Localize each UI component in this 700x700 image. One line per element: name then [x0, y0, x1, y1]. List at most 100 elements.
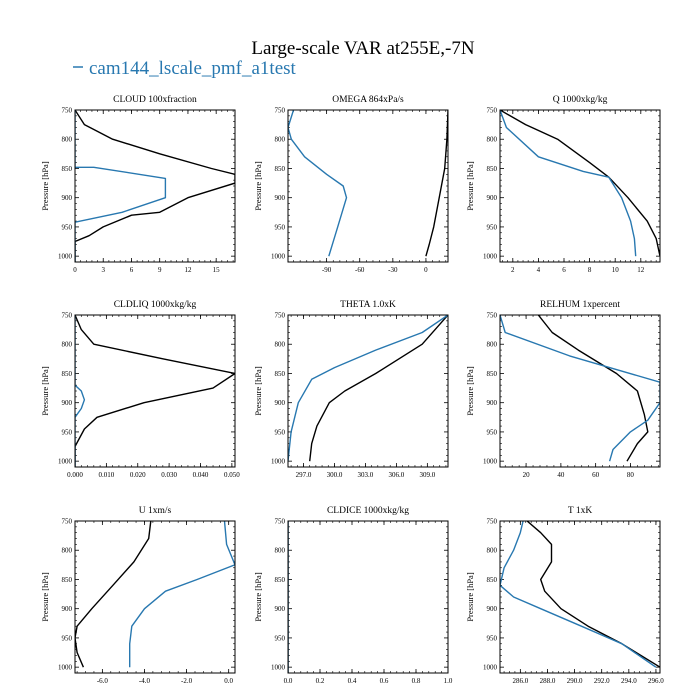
x-tick-label: -4.0 — [139, 677, 151, 685]
x-tick-label: 2 — [511, 266, 515, 274]
y-tick-label: 800 — [275, 547, 286, 555]
y-tick-label: 900 — [275, 605, 286, 613]
plot-frame — [499, 109, 661, 263]
panel-8: CLDICE 1000xkg/kg Pressure [hPa] 0.0 0.2 0.4… — [253, 506, 453, 685]
x-tick-label: 0.030 — [161, 471, 177, 479]
y-tick-label: 750 — [275, 312, 286, 320]
y-tick-label: 800 — [487, 341, 498, 349]
y-axis-label: Pressure [hPa] — [465, 161, 475, 211]
y-tick-label: 850 — [275, 576, 286, 584]
panel-1: CLOUD 100xfraction Pressure [hPa] 0 3 6 9 12 15… — [40, 94, 236, 274]
model-profile-line — [500, 315, 660, 462]
panel-5: THETA 1.0xK Pressure [hPa] 297.0 300.0 303.0… — [253, 300, 449, 479]
x-tick-label: 0.6 — [380, 677, 389, 685]
y-tick-label: 950 — [275, 223, 286, 231]
x-tick-label: 288.0 — [540, 677, 556, 685]
x-tick-label: 0.040 — [193, 471, 209, 479]
y-tick-label: 850 — [487, 576, 498, 584]
panel-title: U 1xm/s — [139, 506, 172, 516]
panel-title: T 1xK — [568, 506, 593, 516]
x-tick-label: 306.0 — [389, 471, 405, 479]
x-tick-label: 8 — [588, 266, 592, 274]
figure-title: Large-scale VAR at255E,-7N — [251, 38, 474, 59]
panel-9: T 1xK Pressure [hPa] 286.0 288.0 290.0 292.0 2… — [465, 506, 664, 685]
x-tick-label: 294.0 — [621, 677, 637, 685]
panel-6: RELHUM 1xpercent Pressure [hPa] 20 40 60 80 75… — [465, 300, 661, 479]
plot-frame — [74, 520, 236, 674]
panel-title: OMEGA 864xPa/s — [332, 95, 404, 105]
y-tick-label: 850 — [62, 165, 73, 173]
x-tick-label: -90 — [322, 266, 332, 274]
y-tick-label: 1000 — [271, 253, 286, 261]
x-tick-label: 20 — [523, 471, 531, 479]
reference-profile-line — [500, 110, 660, 257]
x-tick-label: 0.2 — [316, 677, 325, 685]
x-tick-label: 40 — [557, 471, 565, 479]
x-tick-label: 9 — [158, 266, 162, 274]
y-tick-label: 1000 — [58, 253, 73, 261]
y-tick-label: 750 — [275, 518, 286, 526]
y-tick-label: 800 — [487, 547, 498, 555]
y-tick-label: 950 — [487, 428, 498, 436]
x-tick-label: 60 — [592, 471, 600, 479]
y-tick-label: 950 — [487, 634, 498, 642]
y-tick-label: 850 — [62, 370, 73, 378]
x-tick-label: 0.020 — [130, 471, 146, 479]
y-tick-label: 800 — [275, 341, 286, 349]
x-tick-label: 300.0 — [327, 471, 343, 479]
y-axis-label: Pressure [hPa] — [40, 366, 50, 416]
x-tick-label: 0.4 — [348, 677, 357, 685]
x-tick-label: 0.000 — [67, 471, 83, 479]
y-tick-label: 900 — [275, 399, 286, 407]
panel-4: CLDLIQ 1000xkg/kg Pressure [hPa] 0.000 0.01… — [40, 300, 240, 479]
y-tick-label: 1000 — [483, 664, 498, 672]
y-tick-label: 850 — [487, 370, 498, 378]
x-tick-label: 286.0 — [512, 677, 528, 685]
y-tick-label: 850 — [275, 165, 286, 173]
x-tick-label: 12 — [184, 266, 192, 274]
model-profile-line — [75, 315, 86, 467]
y-tick-label: 900 — [487, 399, 498, 407]
y-axis-label: Pressure [hPa] — [465, 366, 475, 416]
y-tick-label: 950 — [487, 223, 498, 231]
y-tick-label: 750 — [62, 107, 73, 115]
x-tick-label: 10 — [612, 266, 620, 274]
y-tick-label: 950 — [62, 223, 73, 231]
x-tick-label: 6 — [130, 266, 134, 274]
x-tick-label: 0 — [424, 266, 428, 274]
x-tick-label: 296.0 — [648, 677, 664, 685]
panels-grid: CLOUD 100xfraction Pressure [hPa] 0 3 6 9 12 15… — [40, 94, 664, 685]
plot-frame — [74, 314, 236, 468]
y-tick-label: 950 — [275, 428, 286, 436]
y-tick-label: 750 — [487, 107, 498, 115]
y-tick-label: 1000 — [271, 458, 286, 466]
x-tick-label: 3 — [101, 266, 105, 274]
y-axis-label: Pressure [hPa] — [40, 161, 50, 211]
y-tick-label: 950 — [62, 634, 73, 642]
x-tick-label: 1.0 — [444, 677, 453, 685]
y-tick-label: 1000 — [483, 458, 498, 466]
model-profile-line — [288, 315, 448, 462]
y-tick-label: 800 — [487, 136, 498, 144]
x-tick-label: 80 — [627, 471, 635, 479]
y-tick-label: 900 — [62, 605, 73, 613]
x-tick-label: -2.0 — [181, 677, 193, 685]
reference-profile-line — [75, 110, 235, 262]
x-tick-label: 290.0 — [567, 677, 583, 685]
panel-7: U 1xm/s Pressure [hPa] -6.0 -4.0 -2.0 0.0 750 8… — [40, 506, 236, 685]
x-tick-label: 0.8 — [412, 677, 421, 685]
y-tick-label: 850 — [275, 370, 286, 378]
panel-title: CLDLIQ 1000xkg/kg — [114, 300, 197, 310]
y-tick-label: 1000 — [58, 458, 73, 466]
y-tick-label: 900 — [487, 605, 498, 613]
y-axis-label: Pressure [hPa] — [253, 161, 263, 211]
y-tick-label: 850 — [62, 576, 73, 584]
y-axis-label: Pressure [hPa] — [465, 572, 475, 622]
y-tick-label: 900 — [487, 194, 498, 202]
x-tick-label: 297.0 — [296, 471, 312, 479]
panel-title: CLDICE 1000xkg/kg — [327, 506, 409, 516]
x-tick-label: 0 — [73, 266, 77, 274]
model-profile-line — [500, 521, 657, 668]
x-tick-label: 303.0 — [358, 471, 374, 479]
